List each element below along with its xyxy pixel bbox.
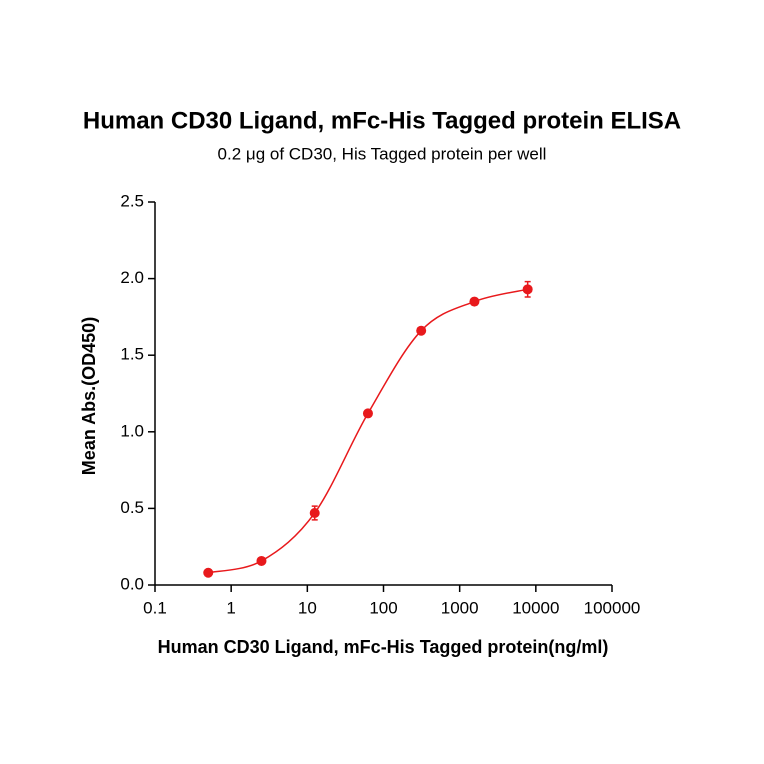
y-tick-label: 0.5	[120, 498, 144, 517]
x-tick-label: 100000	[584, 598, 641, 617]
data-point	[362, 408, 373, 419]
y-tick-label: 1.0	[120, 421, 144, 440]
x-tick-label: 10	[298, 598, 317, 617]
data-point	[469, 296, 480, 307]
x-tick-label: 100	[369, 598, 397, 617]
data-point	[522, 284, 533, 295]
x-tick-label: 0.1	[143, 598, 167, 617]
x-tick-label: 1	[226, 598, 235, 617]
y-axis-label: Mean Abs.(OD450)	[79, 317, 99, 475]
fit-curve	[208, 288, 528, 574]
y-tick-label: 2.0	[120, 268, 144, 287]
data-point	[256, 555, 267, 566]
y-tick-label: 0.0	[120, 574, 144, 593]
x-axis-label: Human CD30 Ligand, mFc-His Tagged protei…	[158, 637, 609, 657]
data-point	[203, 567, 214, 578]
x-tick-label: 10000	[512, 598, 559, 617]
y-tick-label: 1.5	[120, 345, 144, 364]
data-point	[416, 325, 427, 336]
data-point	[309, 507, 320, 518]
x-tick-label: 1000	[441, 598, 479, 617]
chart-subtitle: 0.2 μg of CD30, His Tagged protein per w…	[218, 144, 547, 163]
chart-title: Human CD30 Ligand, mFc-His Tagged protei…	[83, 107, 681, 134]
y-tick-label: 2.5	[120, 191, 144, 210]
